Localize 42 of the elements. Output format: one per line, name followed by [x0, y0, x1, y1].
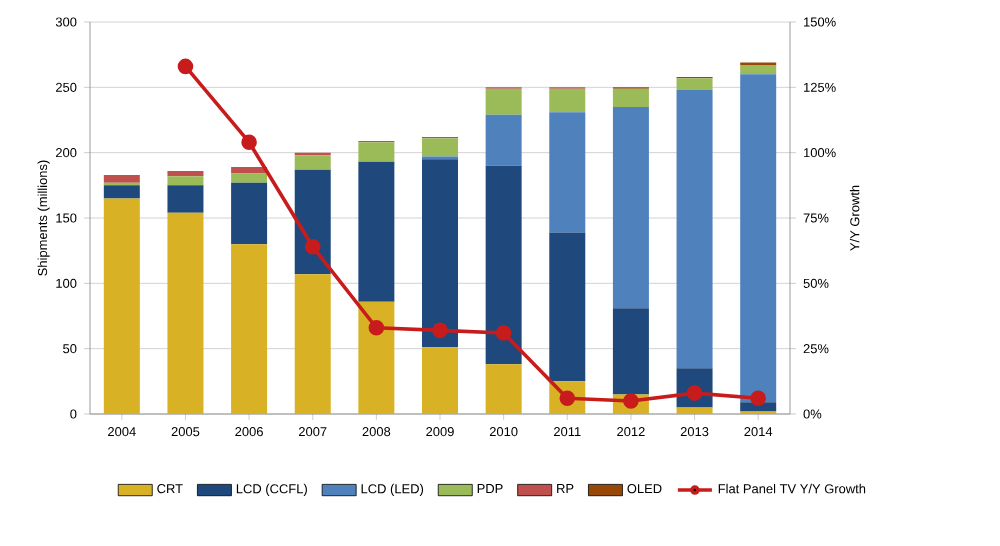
bar: [676, 89, 713, 369]
bar: [231, 244, 268, 414]
bar: [294, 274, 331, 414]
bar: [676, 78, 713, 90]
bar: [549, 88, 586, 113]
bar: [231, 182, 268, 245]
bar: [485, 165, 522, 365]
bar: [612, 106, 649, 309]
bar: [422, 138, 458, 157]
point: [495, 325, 512, 341]
bar: [167, 170, 204, 177]
bar: [485, 114, 522, 166]
bar: [740, 65, 777, 75]
bar: [103, 174, 140, 183]
bar: [422, 159, 458, 348]
bar: [231, 167, 268, 174]
bar: [612, 308, 649, 395]
bar: [549, 112, 586, 233]
bar: [740, 74, 777, 403]
bar: [167, 176, 204, 186]
bar: [103, 198, 140, 414]
point: [177, 58, 194, 75]
point: [241, 134, 257, 151]
bar: [676, 407, 713, 414]
point: [750, 390, 766, 407]
bar: [549, 232, 586, 382]
bar: [422, 347, 458, 414]
bar: [358, 142, 395, 162]
bar: [294, 155, 331, 170]
bar: [294, 169, 331, 275]
bar: [358, 161, 395, 302]
point: [368, 319, 385, 336]
bar: [612, 88, 649, 107]
bar: [358, 301, 395, 414]
point: [304, 238, 321, 255]
bar: [231, 173, 268, 183]
bar: [167, 185, 204, 213]
bar: [167, 212, 204, 414]
bar: [485, 364, 522, 414]
point: [432, 322, 448, 339]
bar: [103, 185, 140, 199]
bar: [485, 88, 522, 115]
